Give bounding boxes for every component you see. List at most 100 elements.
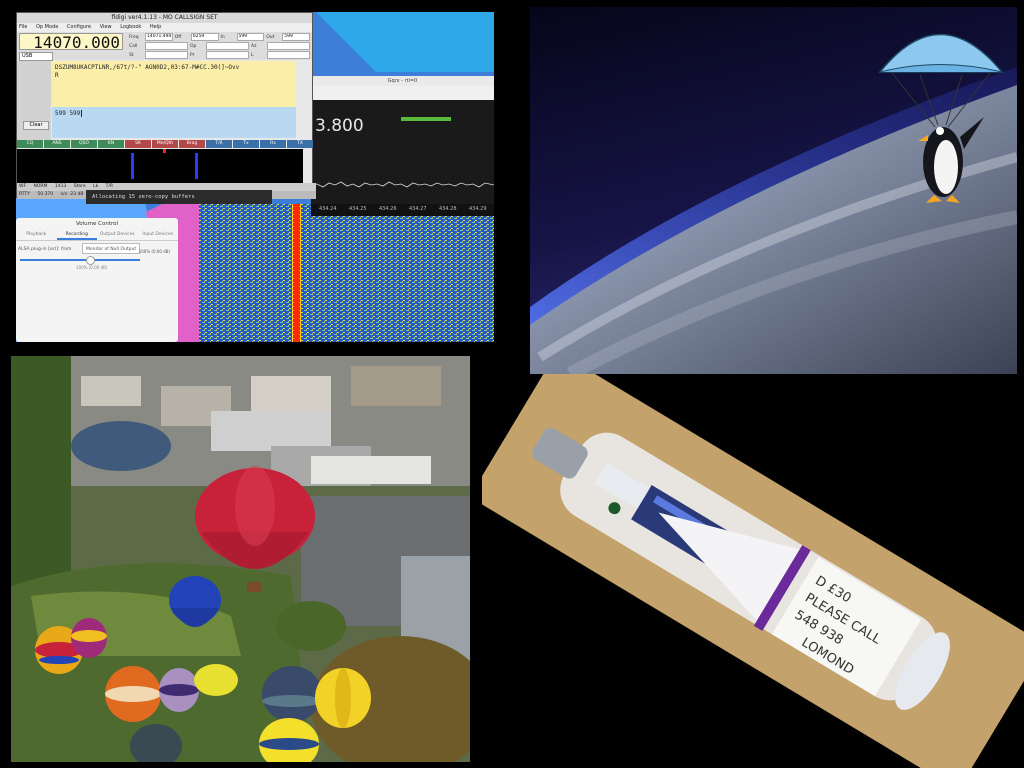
axis-tick: 434.24	[319, 206, 337, 212]
volume-slider-knob[interactable]	[86, 256, 95, 265]
menu-help[interactable]: Help	[149, 24, 162, 30]
out-label: Out	[266, 34, 275, 40]
macro-button[interactable]: Tx	[233, 140, 259, 148]
penguin-parachute-icon	[878, 33, 1004, 203]
menu-file[interactable]: File	[19, 24, 28, 30]
off-field[interactable]: 0259	[190, 33, 219, 41]
op-field[interactable]	[206, 42, 249, 50]
receive-text-pane[interactable]: DSZUM8UKACPTLNR,/67t/?-" AGN0D2,03:67-M#…	[52, 61, 296, 107]
tab-output-devices[interactable]: Output Devices	[99, 232, 135, 237]
balloon-festival-photo	[11, 356, 470, 762]
status-item[interactable]: Store	[73, 184, 86, 189]
gqrx-title: Gqrx - rtl=0	[311, 76, 494, 86]
status-item[interactable]: NORM	[33, 184, 48, 189]
axis-tick: 434.29	[469, 206, 487, 212]
az-field[interactable]	[267, 42, 310, 50]
macro-button[interactable]: ANS	[44, 140, 70, 148]
payload-image: D £30 PLEASE CALL 548 938 LOMOND	[482, 374, 1024, 768]
status-item[interactable]: 1413	[54, 184, 67, 189]
yellow-balloon	[194, 664, 238, 696]
call-field[interactable]	[145, 42, 188, 50]
cursor-marker	[131, 153, 134, 179]
tab-playback[interactable]: Playback	[26, 232, 47, 237]
macro-button[interactable]: CQ	[17, 140, 43, 148]
menu-logbook[interactable]: Logbook	[120, 24, 142, 30]
menu-view[interactable]: View	[99, 24, 112, 30]
status-item[interactable]: Lk	[93, 184, 99, 189]
rainbow-balloon	[71, 618, 107, 658]
signal-meter	[401, 117, 451, 121]
macro-button[interactable]: Me/Qth	[152, 140, 178, 148]
aerial-balloons-image	[11, 356, 470, 762]
menu-op-mode[interactable]: Op Mode	[35, 24, 59, 30]
axis-tick: 434.27	[409, 206, 427, 212]
freq-field[interactable]: 14071.494	[145, 33, 173, 41]
rx-line: R	[55, 72, 59, 79]
macro-button[interactable]: Brag	[179, 140, 205, 148]
snr-status: s/n -23 dB	[60, 192, 84, 197]
st-label: St	[129, 52, 134, 58]
off-label: Off	[174, 34, 182, 40]
axis-tick: 434.25	[349, 206, 367, 212]
macro-button[interactable]: SK	[125, 140, 151, 148]
mode-status: RTTY	[19, 192, 30, 197]
macro-button[interactable]: QSO	[71, 140, 97, 148]
mode-select[interactable]: USB	[19, 52, 53, 61]
tx-marker	[163, 149, 166, 153]
orange-balloon	[105, 666, 161, 722]
volume-title: Volume Control	[75, 221, 119, 227]
fldigi-window: fldigi ver4.1.13 - MO CALLSIGN SET File …	[16, 12, 316, 199]
rst-out-field[interactable]: 599	[282, 33, 310, 41]
level-readout: 100% (0.00 dB)	[138, 249, 170, 254]
l-field[interactable]	[267, 51, 310, 59]
op-label: Op	[190, 43, 197, 49]
spectrum-plot	[311, 181, 494, 188]
axis-tick: 434.28	[439, 206, 457, 212]
checker-balloon	[259, 718, 319, 762]
earth-horizon-image	[530, 7, 1017, 374]
stream-name: ALSA plug-in [ocl]: from	[18, 247, 72, 252]
transmit-text-pane[interactable]: 599 599	[52, 107, 296, 138]
call-label: Call	[129, 43, 138, 49]
near-space-photo	[530, 7, 1017, 374]
purple-balloon	[159, 668, 199, 712]
fldigi-waterfall[interactable]	[17, 149, 303, 183]
rst-in-field[interactable]: 599	[236, 33, 265, 41]
pr-field[interactable]	[206, 51, 249, 59]
macro-button[interactable]: TX	[287, 140, 313, 148]
bottle-payload-photo: D £30 PLEASE CALL 548 938 LOMOND	[482, 374, 1024, 768]
tab-recording[interactable]: Recording	[56, 230, 97, 240]
frequency-display[interactable]: 14070.000	[19, 33, 123, 51]
macro-button[interactable]: KN	[98, 140, 124, 148]
clear-button[interactable]: Clear	[23, 121, 49, 130]
axis-tick: 434.26	[379, 206, 397, 212]
gqrx-frequency: 3.800	[315, 116, 364, 136]
fldigi-header: 14070.000 USB Freq 14071.494 Off 0259 In…	[17, 32, 312, 61]
tab-input-devices[interactable]: Input Devices	[142, 232, 174, 237]
tx-text: 599 599	[55, 110, 81, 117]
pr-label: Pr	[190, 52, 195, 58]
status-item[interactable]: T/R	[105, 184, 114, 189]
freq-label: Freq	[129, 34, 139, 40]
sub-level-readout: 100% (0.00 dB)	[76, 265, 108, 270]
log-fields: Freq 14071.494 Off 0259 In 599 Out 599 C…	[129, 33, 310, 59]
blue-balloon	[169, 576, 221, 627]
az-label: Az	[251, 43, 257, 49]
volume-slider[interactable]	[20, 259, 140, 261]
waterfall-controls: WF NORM 1413 Store Lk T/R	[17, 183, 316, 191]
volume-tabs: Playback Recording Output Devices Input …	[16, 230, 178, 241]
macro-button[interactable]: T/R	[206, 140, 232, 148]
st-field[interactable]	[145, 51, 188, 59]
terminal-output: Allocating 15 zero-copy buffers	[86, 190, 272, 204]
gold-balloon	[315, 668, 371, 728]
menu-configure[interactable]: Configure	[66, 24, 92, 30]
signal-trace	[294, 204, 299, 342]
status-item[interactable]: WF	[19, 184, 27, 189]
device-select[interactable]: Monitor of Null Output	[82, 243, 140, 254]
l-label: L	[251, 52, 254, 58]
fldigi-title: fldigi ver4.1.13 - MO CALLSIGN SET	[17, 13, 312, 23]
macro-button[interactable]: Rx	[260, 140, 286, 148]
recording-stream: ALSA plug-in [ocl]: from Monitor of Null…	[16, 241, 178, 271]
cursor-marker	[195, 153, 198, 179]
earth-surface	[530, 85, 1017, 374]
